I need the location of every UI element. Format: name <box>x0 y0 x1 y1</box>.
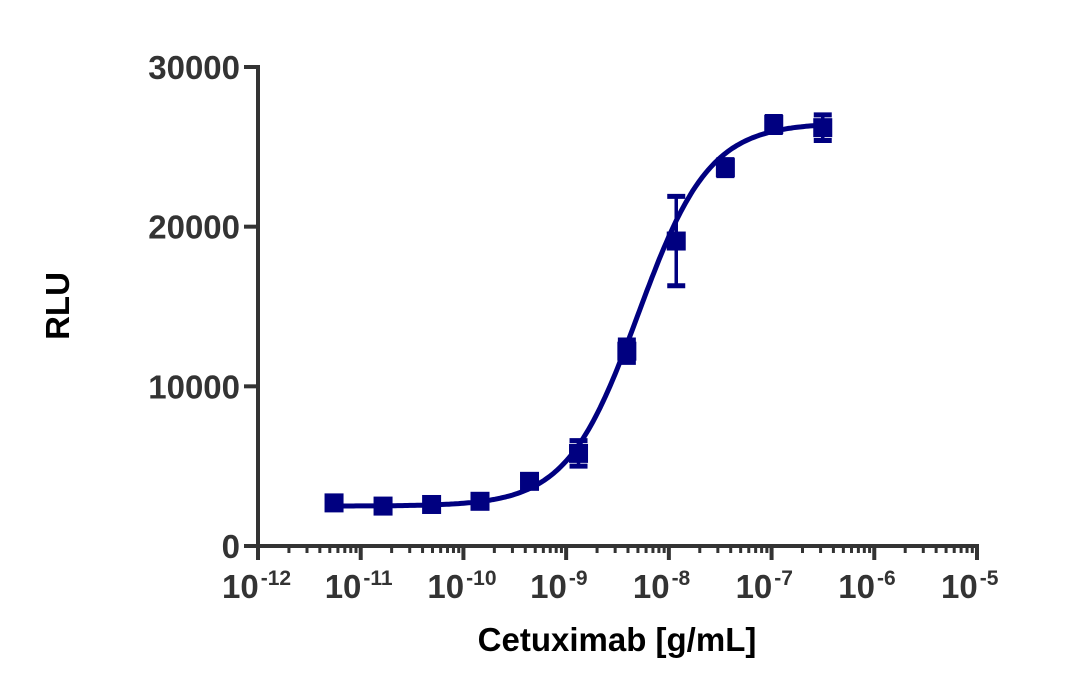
square-marker <box>373 496 393 516</box>
data-point <box>520 471 540 491</box>
x-axis: 10-12 10-11 10-10 10-9 10-8 10-7 10-6 10-5 <box>222 544 999 605</box>
y-tick-label: 20000 <box>148 209 240 246</box>
square-marker <box>715 158 735 178</box>
data-point <box>422 494 442 514</box>
square-marker <box>520 471 540 491</box>
square-marker <box>324 493 344 513</box>
data-point <box>764 113 784 135</box>
data-point <box>324 493 344 513</box>
square-marker <box>666 231 686 251</box>
x-tick-label: 10-7 <box>736 567 793 605</box>
x-tick-label: 10-5 <box>941 567 999 605</box>
square-marker <box>764 114 784 134</box>
square-marker <box>569 443 589 463</box>
x-tick-label: 10-10 <box>427 567 496 605</box>
y-tick-label: 0 <box>222 528 240 565</box>
square-marker <box>813 118 833 138</box>
x-tick-label: 10-8 <box>633 567 691 605</box>
y-tick-label: 10000 <box>148 368 240 405</box>
data-point <box>470 491 490 511</box>
y-axis: 0 10000 20000 30000 <box>148 49 260 565</box>
data-point <box>715 157 735 179</box>
x-tick-label: 10-11 <box>325 567 393 605</box>
data-point <box>373 496 393 516</box>
data-point <box>569 438 589 469</box>
data-point <box>666 193 686 289</box>
data-point <box>617 337 637 365</box>
x-axis-title: Cetuximab [g/mL] <box>478 621 757 658</box>
square-marker <box>422 494 442 514</box>
square-marker <box>617 341 637 361</box>
y-tick-label: 30000 <box>148 49 240 86</box>
data-points <box>324 112 833 516</box>
x-tick-label: 10-6 <box>838 567 895 605</box>
x-tick-label: 10-12 <box>222 567 291 605</box>
x-tick-label: 10-9 <box>530 567 587 605</box>
data-point <box>813 112 833 143</box>
y-axis-title: RLU <box>39 272 76 340</box>
square-marker <box>470 491 490 511</box>
